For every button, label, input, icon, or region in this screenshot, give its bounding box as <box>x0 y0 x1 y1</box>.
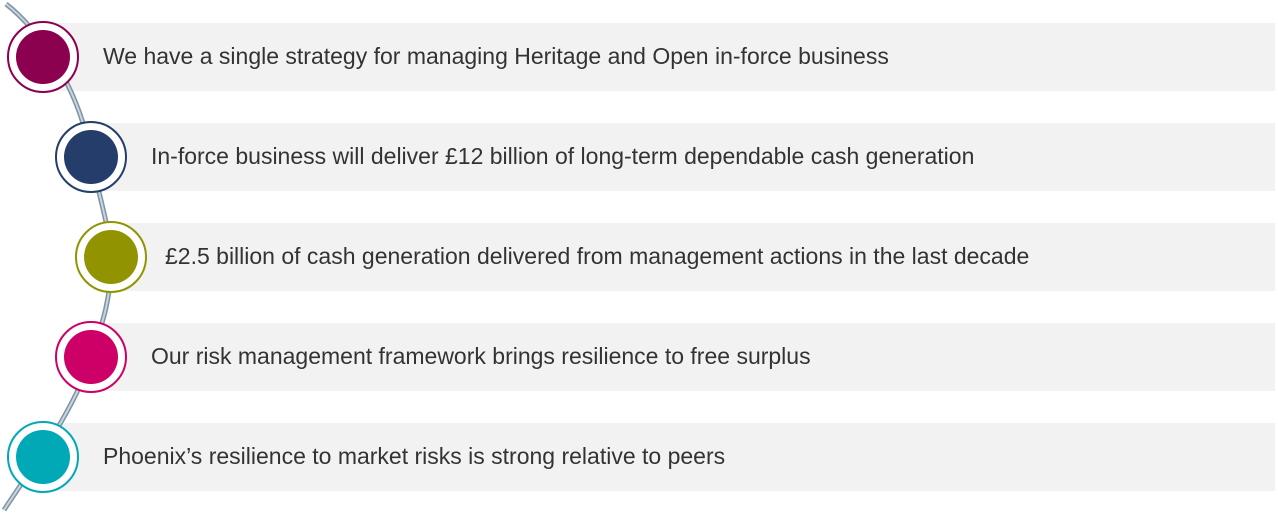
row-text: We have a single strategy for managing H… <box>103 43 889 69</box>
row-bar <box>43 423 1275 491</box>
row-bar <box>111 223 1275 291</box>
node-dot <box>64 130 118 184</box>
row-bar <box>43 23 1275 91</box>
node-dot <box>84 230 138 284</box>
row-text: £2.5 billion of cash generation delivere… <box>165 243 1029 269</box>
node-dot <box>64 330 118 384</box>
row-bar <box>91 323 1275 391</box>
nodes: We have a single strategy for managing H… <box>7 21 1029 493</box>
row-text: Our risk management framework brings res… <box>151 343 811 369</box>
row-bar <box>91 123 1275 191</box>
row-text: In-force business will deliver £12 billi… <box>151 143 974 169</box>
row-text: Phoenix’s resilience to market risks is … <box>103 443 725 469</box>
bars <box>43 23 1275 491</box>
node-dot <box>16 30 70 84</box>
node-dot <box>16 430 70 484</box>
